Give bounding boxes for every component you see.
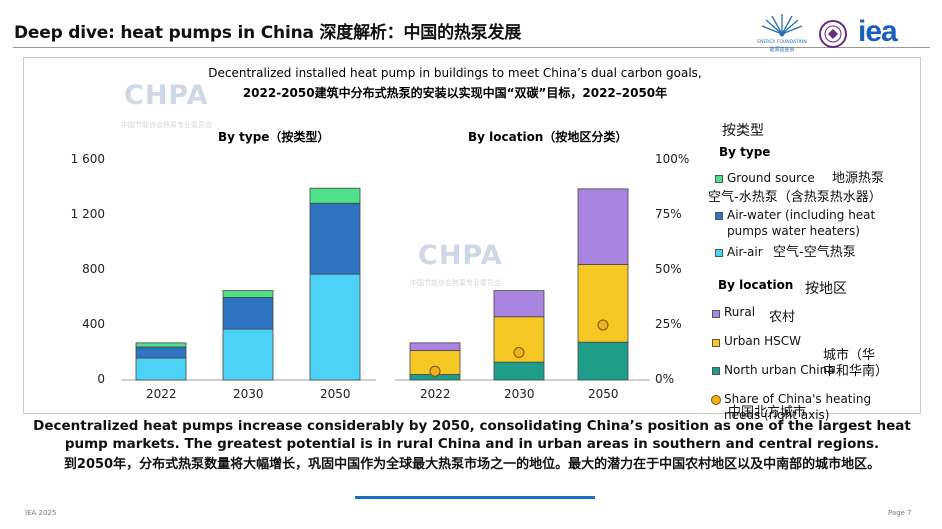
- legend-air-air-cn: 空气-空气热泵: [773, 245, 856, 260]
- x-tick-loc-2022: 2022: [420, 387, 451, 401]
- chart-frame: [23, 57, 921, 414]
- seal-icon: [819, 20, 847, 48]
- legend-share-1: Share of China's heating: [724, 392, 872, 406]
- y-tick-left-4: 1 600: [70, 152, 105, 166]
- x-tick-type-2022: 2022: [146, 387, 177, 401]
- x-tick-type-2050: 2050: [320, 387, 351, 401]
- x-tick-loc-2030: 2030: [504, 387, 535, 401]
- x-tick-type-2030: 2030: [233, 387, 264, 401]
- bar-loc-2022-series-2: [409, 342, 461, 351]
- legend-swatch-north: [712, 367, 720, 375]
- iea-wordmark: iea: [858, 15, 898, 48]
- share-marker-2050: [597, 319, 609, 331]
- legend-air-water-2: pumps water heaters): [727, 224, 860, 238]
- legend-urban-cn-2: 中和华南）: [823, 364, 889, 379]
- bar-loc-2050-series-2: [577, 188, 629, 265]
- bar-loc-2050-series-0: [577, 341, 629, 381]
- legend-swatch-air-air: [715, 249, 723, 257]
- energy-foundation-text: ENERGY FOUNDATION: [757, 40, 807, 45]
- energy-foundation-logo: ENERGY FOUNDATION 能源基金会: [752, 12, 812, 53]
- bar-type-2022-series-0: [135, 357, 187, 381]
- bar-loc-2030-series-0: [493, 361, 545, 381]
- title-divider: [13, 47, 930, 48]
- share-marker-2030: [513, 347, 525, 358]
- legend-north-cn: 中国北方城市: [728, 405, 807, 420]
- bar-type-2030-series-0: [222, 328, 274, 381]
- y-tick-left-3: 1 200: [70, 207, 105, 221]
- legend-urban-cn-1: 城市（华: [823, 348, 876, 363]
- y-tick-right-2: 50%: [655, 262, 682, 276]
- y-tick-right-3: 75%: [655, 207, 682, 221]
- bar-type-2050-series-1: [309, 202, 361, 275]
- conclusion-en: Decentralized heat pumps increase consid…: [33, 418, 911, 452]
- energy-foundation-cn: 能源基金会: [769, 47, 795, 53]
- bar-type-2050-series-2: [309, 187, 361, 204]
- footer-source: IEA 2025: [25, 509, 57, 517]
- watermark-chpa-1: CHPA: [124, 80, 209, 111]
- bar-type-2022-series-1: [135, 346, 187, 359]
- page-title: Deep dive: heat pumps in China 深度解析：中国的热…: [14, 23, 522, 43]
- legend-rural: Rural: [724, 305, 756, 319]
- chart-title-en: Decentralized installed heat pump in bui…: [208, 66, 702, 80]
- watermark-sub-2: 中国节能协会热泵专业委员会: [410, 279, 501, 287]
- bar-type-2030-series-1: [222, 297, 274, 330]
- university-seal-logo: [819, 20, 847, 48]
- legend-north: North urban China: [724, 363, 835, 377]
- legend-type-heading-cn: 按类型: [722, 123, 764, 139]
- legend-ground: Ground source: [727, 171, 815, 185]
- subtitle-by-type: By type（按类型）: [218, 130, 330, 144]
- legend-air-air: Air-air: [727, 245, 763, 259]
- footer-page: Page 7: [888, 509, 912, 517]
- bar-type-2050-series-0: [309, 273, 361, 381]
- legend-location-heading: By location: [718, 278, 794, 292]
- y-tick-right-0: 0%: [655, 372, 675, 386]
- legend-urban: Urban HSCW: [724, 334, 801, 348]
- bar-loc-2030-series-2: [493, 290, 545, 318]
- legend-swatch-air-water: [715, 212, 723, 220]
- legend-air-water-cn: 空气-水热泵（含热泵热水器）: [708, 190, 882, 205]
- bar-type-2030-series-2: [222, 290, 274, 298]
- y-tick-left-1: 400: [82, 317, 105, 331]
- legend-type-heading: By type: [719, 145, 771, 159]
- share-marker-2022: [429, 365, 441, 377]
- subtitle-by-location: By location（按地区分类）: [468, 130, 628, 144]
- iea-logo: iea: [858, 17, 920, 49]
- y-tick-left-0: 0: [97, 372, 105, 386]
- x-tick-loc-2050: 2050: [588, 387, 619, 401]
- watermark-sub-1: 中国节能协会热泵专业委员会: [121, 121, 212, 129]
- y-tick-right-4: 100%: [655, 152, 690, 166]
- legend-rural-cn: 农村: [769, 310, 796, 325]
- legend-marker-share: [711, 395, 721, 405]
- conclusion-cn: 到2050年，分布式热泵数量将大幅增长，巩固中国作为全球最大热泵市场之一的地位。…: [63, 457, 881, 472]
- legend-location-heading-cn: 按地区: [805, 281, 847, 297]
- bar-loc-2050-series-1: [577, 264, 629, 343]
- accent-bar: [355, 496, 595, 499]
- chart-title-cn: 2022-2050建筑中分布式热泵的安装以实现中国“双碳”目标，2022–205…: [242, 86, 668, 100]
- legend-air-water-1: Air-water (including heat: [727, 208, 876, 222]
- legend-swatch-rural: [712, 310, 720, 318]
- legend-swatch-urban: [712, 339, 720, 347]
- legend-ground-cn: 地源热泵: [832, 171, 885, 186]
- y-tick-left-2: 800: [82, 262, 105, 276]
- legend-share-2: needs (right axis): [724, 408, 830, 422]
- y-tick-right-1: 25%: [655, 317, 682, 331]
- bar-type-2022-series-2: [135, 342, 187, 348]
- watermark-chpa-2: CHPA: [418, 240, 503, 271]
- legend-swatch-ground: [715, 175, 723, 183]
- energy-foundation-emblem-icon: [761, 14, 803, 37]
